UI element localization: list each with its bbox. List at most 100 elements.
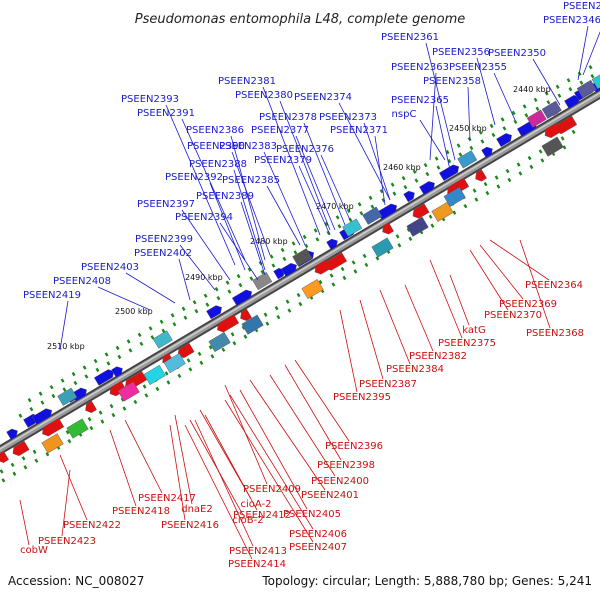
gene-block[interactable] <box>41 433 64 454</box>
gene-label-plus[interactable]: PSEEN2383 <box>219 141 277 152</box>
gene-block[interactable] <box>591 71 600 90</box>
gene-label-minus[interactable]: PSEEN2423 <box>38 536 96 547</box>
gene-block[interactable] <box>163 353 186 374</box>
gene-arrow[interactable] <box>231 288 254 307</box>
gene-label-minus[interactable]: cioA-2 <box>241 499 272 510</box>
gene-block[interactable] <box>541 136 564 157</box>
gene-label-minus[interactable]: PSEEN2368 <box>526 328 584 339</box>
gene-label-minus[interactable]: dnaE2 <box>181 504 213 515</box>
gene-label-minus[interactable]: PSEEN2418 <box>112 506 170 517</box>
gene-label-plus[interactable]: PSEEN2378 <box>259 112 317 123</box>
gene-label-minus[interactable]: PSEEN2375 <box>438 338 496 349</box>
gene-block[interactable] <box>457 150 478 169</box>
gene-label-plus[interactable]: PSEEN2358 <box>423 76 481 87</box>
gene-block[interactable] <box>362 206 383 225</box>
gene-label-minus[interactable]: cobW <box>20 545 48 556</box>
gene-label-plus[interactable]: PSEEN2346 <box>543 15 600 26</box>
gene-label-plus[interactable]: PSEEN2381 <box>218 76 276 87</box>
gene-block[interactable] <box>342 218 363 237</box>
gene-label-plus[interactable]: PSEEN2356 <box>432 47 490 58</box>
gene-label-minus[interactable]: PSEEN2400 <box>311 476 369 487</box>
gene-arrow[interactable] <box>419 179 436 195</box>
gene-arrow[interactable] <box>281 261 298 277</box>
gene-label-plus[interactable]: PSEEN2388 <box>189 159 247 170</box>
gene-block[interactable] <box>406 216 429 237</box>
gene-label-plus[interactable]: PSEEN2380 <box>235 90 293 101</box>
gene-label-minus[interactable]: PSEEN2416 <box>161 520 219 531</box>
gene-arrow[interactable] <box>323 252 348 273</box>
gene-label-minus[interactable]: PSEEN2414 <box>228 559 286 570</box>
gene-label-minus[interactable]: PSEEN2412 <box>233 510 291 521</box>
gene-label-plus[interactable]: PSEEN2403 <box>81 262 139 273</box>
gene-label-plus[interactable]: PSEEN2385 <box>222 175 280 186</box>
gene-label-plus[interactable]: PSEEN2379 <box>254 155 312 166</box>
gene-arrow[interactable] <box>326 237 340 251</box>
gene-label-plus[interactable]: PSEEN2408 <box>53 276 111 287</box>
gene-label-minus[interactable]: PSEEN2406 <box>289 529 347 540</box>
gene-label-plus[interactable]: PSEEN2374 <box>294 92 352 103</box>
gene-arrow[interactable] <box>83 400 97 415</box>
gene-label-minus[interactable]: PSEEN2369 <box>499 299 557 310</box>
gene-arrow[interactable] <box>0 450 9 465</box>
gene-label-minus[interactable]: PSEEN2409 <box>243 484 301 495</box>
gene-arrow[interactable] <box>111 365 125 378</box>
gene-block[interactable] <box>117 381 140 402</box>
gene-block[interactable] <box>292 248 313 267</box>
gene-block[interactable] <box>443 186 466 207</box>
gene-label-minus[interactable]: PSEEN2401 <box>301 490 359 501</box>
gene-block[interactable] <box>431 201 454 222</box>
gene-block[interactable] <box>371 237 394 258</box>
gene-label-plus[interactable]: PSEEN2394 <box>175 212 233 223</box>
gene-arrow[interactable] <box>31 407 54 425</box>
gene-block[interactable] <box>541 100 562 119</box>
gene-label-plus[interactable]: PSEEN2419 <box>23 290 81 301</box>
gene-block[interactable] <box>301 279 324 300</box>
gene-arrow[interactable] <box>380 222 394 237</box>
gene-arrow[interactable] <box>215 314 240 334</box>
gene-arrow[interactable] <box>473 169 487 184</box>
gene-label-plus[interactable]: PSEEN2390 <box>187 141 245 152</box>
gene-label-minus[interactable]: PSEEN2370 <box>484 310 542 321</box>
gene-label-minus[interactable]: PSEEN2384 <box>386 364 444 375</box>
gene-label-minus[interactable]: PSEEN2398 <box>317 460 375 471</box>
gene-label-plus[interactable]: PSEEN2355 <box>449 62 507 73</box>
gene-block[interactable] <box>252 271 273 291</box>
gene-arrow[interactable] <box>376 202 399 221</box>
gene-label-plus[interactable]: PSEEN2397 <box>137 199 195 210</box>
gene-label-plus[interactable]: PSEEN2402 <box>134 248 192 259</box>
gene-arrow[interactable] <box>10 440 30 458</box>
gene-arrow[interactable] <box>481 145 495 159</box>
gene-label-plus[interactable]: PSEEN2363 <box>391 62 449 73</box>
gene-label-plus[interactable]: PSEEN2373 <box>319 112 377 123</box>
gene-label-plus[interactable]: PSEEN2399 <box>135 234 193 245</box>
gene-block[interactable] <box>526 109 547 128</box>
gene-label-minus[interactable]: PSEEN2413 <box>229 546 287 557</box>
gene-arrow[interactable] <box>553 115 578 136</box>
gene-arrow[interactable] <box>238 308 252 323</box>
gene-label-plus[interactable]: PSEEN2350 <box>488 48 546 59</box>
gene-block[interactable] <box>208 331 231 353</box>
gene-arrow[interactable] <box>6 427 20 441</box>
gene-block[interactable] <box>143 364 166 385</box>
gene-label-minus[interactable]: PSEEN2364 <box>525 280 583 291</box>
gene-label-plus[interactable]: PSEEN2377 <box>251 125 309 136</box>
gene-arrow[interactable] <box>439 163 461 181</box>
gene-block[interactable] <box>241 314 264 335</box>
gene-arrow[interactable] <box>403 189 417 203</box>
gene-label-plus[interactable]: PSEEN2376 <box>276 144 334 155</box>
gene-block[interactable] <box>576 79 597 99</box>
gene-arrow[interactable] <box>410 203 430 221</box>
gene-label-minus[interactable]: PSEEN2382 <box>409 351 467 362</box>
gene-label-plus[interactable]: PSEEN2361 <box>381 32 439 43</box>
gene-block[interactable] <box>152 330 173 349</box>
gene-label-minus[interactable]: PSEEN2417 <box>138 493 196 504</box>
gene-label-plus[interactable]: PSEEN2393 <box>121 94 179 105</box>
gene-label-minus[interactable]: cioB-2 <box>232 515 263 526</box>
gene-label-minus[interactable]: PSEEN2396 <box>325 441 383 452</box>
gene-block[interactable] <box>66 418 89 439</box>
gene-block[interactable] <box>57 387 78 406</box>
gene-arrow[interactable] <box>206 303 223 320</box>
gene-label-plus[interactable]: PSEEN2386 <box>186 125 244 136</box>
gene-label-minus[interactable]: PSEEN2405 <box>283 509 341 520</box>
gene-label-plus[interactable]: nspC <box>392 109 417 120</box>
